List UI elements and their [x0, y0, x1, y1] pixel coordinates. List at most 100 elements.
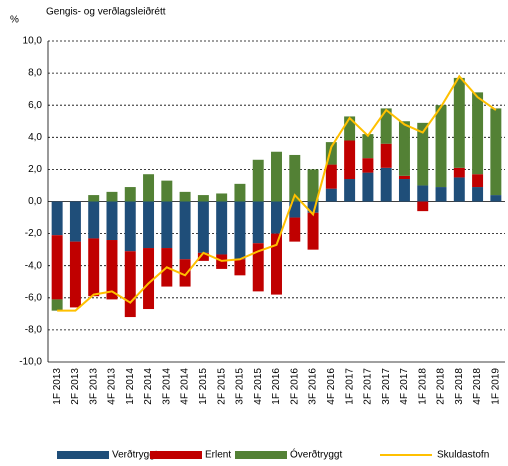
bar [252, 243, 264, 292]
bar [161, 201, 173, 249]
bar [380, 167, 392, 202]
y-tick-label: -8,0 [25, 325, 43, 336]
legend-swatch [150, 451, 202, 459]
x-tick-label: 3F 2013 [88, 368, 99, 405]
bar [234, 259, 246, 276]
bar [252, 159, 264, 202]
chart-subtitle: Gengis- og verðlagsleiðrétt [46, 6, 166, 18]
bar [88, 238, 100, 297]
bar [106, 240, 118, 300]
bar [216, 201, 228, 255]
bar [143, 201, 155, 249]
y-tick-label: -10,0 [19, 357, 42, 368]
bar [271, 201, 282, 234]
legend-label: Verðtryggt [112, 449, 158, 461]
line [57, 74, 497, 312]
bar [472, 92, 484, 175]
bar [289, 217, 301, 242]
bar [179, 259, 191, 287]
x-tick-label: 3F 2017 [381, 368, 392, 405]
x-tick-label: 1F 2016 [271, 368, 282, 405]
x-tick-label: 1F 2017 [344, 368, 355, 405]
x-tick-label: 4F 2014 [180, 368, 191, 405]
bar [271, 233, 282, 295]
x-tick-label: 2F 2018 [436, 368, 447, 405]
x-tick-label: 4F 2016 [326, 368, 337, 405]
legend-swatch [57, 451, 109, 459]
y-tick-label: -4,0 [25, 260, 43, 271]
x-tick-label: 2F 2015 [216, 368, 227, 405]
y-tick-label: 8,0 [28, 68, 42, 79]
bar [490, 108, 502, 196]
y-tick-label: 10,0 [23, 36, 43, 47]
x-tick-label: 4F 2018 [472, 368, 483, 405]
x-tick-label: 3F 2018 [454, 368, 465, 405]
x-tick-label: 4F 2015 [253, 368, 264, 405]
bar [234, 201, 246, 260]
bar [325, 142, 337, 165]
bar [472, 187, 484, 202]
bar [161, 180, 173, 202]
bar [307, 212, 319, 250]
bar [325, 164, 337, 189]
y-tick-label: 4,0 [28, 132, 42, 143]
bar [453, 167, 465, 178]
bar [124, 201, 136, 252]
bar [69, 241, 81, 308]
y-axis-label: % [10, 15, 19, 26]
bar [51, 235, 63, 300]
bar [472, 174, 484, 188]
x-tick-label: 3F 2016 [308, 368, 319, 405]
x-tick-label: 1F 2018 [417, 368, 428, 405]
legend-label: Skuldastofn [437, 450, 489, 461]
bar [344, 140, 356, 180]
bar [380, 108, 392, 144]
bar [344, 179, 356, 202]
bar [417, 185, 429, 202]
bar [143, 174, 155, 202]
x-tick-label: 2F 2013 [70, 368, 81, 405]
y-tick-label: 6,0 [28, 100, 42, 111]
bar [398, 121, 410, 176]
bar [197, 201, 209, 253]
x-tick-label: 1F 2015 [198, 368, 209, 405]
bar [179, 201, 191, 260]
bar [69, 201, 81, 242]
bar [362, 172, 374, 202]
x-tick-label: 3F 2015 [235, 368, 246, 405]
bar [179, 191, 191, 202]
x-tick-label: 2F 2016 [289, 368, 300, 405]
x-tick-label: 2F 2017 [363, 368, 374, 405]
x-tick-label: 1F 2019 [491, 368, 502, 405]
bar [124, 187, 136, 202]
y-tick-label: -6,0 [25, 292, 43, 303]
bar [51, 299, 63, 311]
y-tick-label: 2,0 [28, 164, 42, 175]
bar [234, 183, 246, 202]
bar [197, 195, 209, 202]
bar [362, 134, 374, 159]
bar [216, 193, 228, 202]
bar [417, 122, 429, 186]
bar [435, 105, 447, 188]
bar [380, 143, 392, 168]
bar [398, 179, 410, 202]
x-tick-label: 1F 2013 [52, 368, 63, 405]
bar [197, 252, 209, 261]
bar [252, 201, 264, 244]
x-tick-label: 4F 2013 [107, 368, 118, 405]
bar [88, 195, 100, 202]
bar [490, 195, 502, 202]
x-tick-label: 4F 2017 [399, 368, 410, 405]
bar [106, 201, 118, 241]
y-tick-label: -2,0 [25, 228, 43, 239]
x-tick-label: 3F 2014 [161, 368, 172, 405]
bar [51, 201, 63, 236]
legend-label: Óverðtryggt [290, 448, 342, 461]
bar [325, 188, 337, 202]
bar [417, 201, 429, 212]
bar [289, 201, 301, 218]
x-tick-label: 2F 2014 [143, 368, 154, 405]
legend-label: Erlent [205, 450, 231, 461]
